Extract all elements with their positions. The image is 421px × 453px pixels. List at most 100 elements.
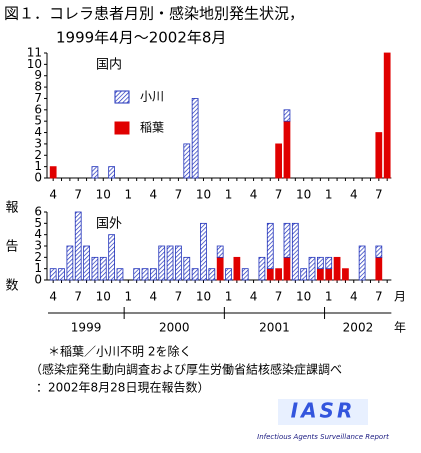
x-tick-label: 1 — [225, 188, 233, 202]
x-tick-label: 7 — [375, 290, 383, 304]
y-tick-label: 2 — [34, 250, 42, 264]
bar-segment — [283, 222, 291, 258]
y-tick-label: 3 — [34, 239, 42, 253]
bar-segment — [216, 256, 224, 281]
bar-segment — [108, 166, 116, 179]
x-tick-label: 7 — [275, 188, 283, 202]
x-tick-label: 10 — [196, 188, 211, 202]
y-tick-label: 4 — [34, 125, 42, 139]
x-tick-label: 4 — [350, 188, 358, 202]
bar-segment — [233, 256, 241, 281]
bar-segment — [383, 52, 391, 179]
bar-segment — [375, 245, 383, 258]
bar-segment — [149, 268, 157, 281]
bar-segment — [141, 268, 149, 281]
y-tick-label: 1 — [34, 261, 42, 275]
y-tick-label: 5 — [34, 216, 42, 230]
x-tick-label: 7 — [175, 188, 183, 202]
bar-segment — [183, 256, 191, 281]
x-tick-label: 4 — [49, 188, 57, 202]
bar-segment — [291, 222, 299, 281]
bar-segment — [375, 256, 383, 281]
bar-segment — [58, 268, 65, 281]
bar-segment — [74, 211, 82, 281]
note: ：2002年8月28日現在報告数） — [36, 380, 209, 395]
panel-title: 国内 — [96, 57, 122, 73]
bar-segment — [316, 268, 324, 281]
bar-segment — [133, 268, 141, 281]
bar-segment — [208, 268, 216, 281]
bar-segment — [116, 268, 124, 281]
bar-segment — [241, 268, 249, 281]
bar-segment — [375, 132, 383, 179]
x-tick-label: 1 — [225, 290, 233, 304]
x-tick-label: 10 — [296, 290, 311, 304]
x-tick-label: 4 — [350, 290, 358, 304]
x-axis-unit: 月 — [394, 290, 406, 304]
bar-segment — [183, 143, 191, 179]
y-tick-label: 4 — [34, 227, 42, 241]
x-tick-label: 10 — [96, 188, 111, 202]
bar-segment — [266, 268, 274, 281]
bar-segment — [49, 166, 57, 179]
bar-segment — [66, 245, 74, 281]
x-tick-label: 4 — [150, 290, 158, 304]
bar-segment — [216, 245, 224, 258]
bar-segment — [166, 245, 174, 281]
x-tick-label: 1 — [125, 188, 133, 202]
y-tick-label: 1 — [34, 159, 42, 173]
bar-segment — [300, 268, 308, 281]
bar-segment — [316, 256, 324, 270]
note: （感染症発生動向調査および厚生労働省結核感染症課調べ — [30, 362, 342, 377]
x-tick-label: 7 — [375, 188, 383, 202]
x-tick-label: 10 — [96, 290, 111, 304]
bar-segment — [283, 120, 291, 179]
y-tick-label: 0 — [34, 171, 42, 185]
x-tick-label: 7 — [275, 290, 283, 304]
x-tick-label: 7 — [74, 188, 82, 202]
bar-segment — [158, 245, 166, 281]
y-tick-label: 8 — [34, 80, 42, 94]
bar-segment — [283, 256, 291, 281]
year-unit: 年 — [394, 321, 406, 335]
bar-segment — [91, 166, 99, 179]
logo-subtitle: Infectious Agents Surveillance Report — [257, 433, 389, 441]
bar-segment — [283, 109, 291, 122]
bar-segment — [200, 222, 207, 281]
legend-swatch — [114, 90, 130, 104]
legend-swatch — [114, 121, 130, 135]
bar-segment — [333, 256, 341, 281]
title-line: 1999年4月～2002年8月 — [56, 29, 226, 47]
x-tick-label: 10 — [196, 290, 211, 304]
y-tick-label: 3 — [34, 136, 42, 150]
title-line: 図１．コレラ患者月別・感染地別発生状況， — [4, 5, 304, 23]
x-tick-label: 4 — [250, 290, 258, 304]
y-tick-label: 11 — [27, 46, 42, 60]
bar-segment — [275, 268, 282, 281]
y-axis-label: 報告数 — [3, 200, 19, 317]
bar-segment — [108, 234, 116, 281]
bar-segment — [358, 245, 366, 281]
note: ＊稲葉／小川不明 2を除く — [48, 344, 191, 359]
year-label: 2000 — [159, 321, 190, 335]
bar-segment — [275, 143, 282, 179]
y-tick-label: 7 — [34, 91, 42, 105]
x-tick-label: 4 — [250, 188, 258, 202]
bar-segment — [258, 256, 266, 281]
bar-segment — [266, 222, 274, 270]
y-tick-label: 6 — [34, 102, 42, 116]
x-tick-label: 1 — [125, 290, 133, 304]
legend-label: 小川 — [140, 90, 164, 104]
y-tick-label: 5 — [34, 114, 42, 128]
y-tick-label: 6 — [34, 205, 42, 219]
logo: IASR — [291, 399, 356, 423]
x-tick-label: 1 — [325, 290, 333, 304]
panel-title: 国外 — [96, 217, 122, 232]
bar-segment — [49, 268, 57, 281]
year-label: 2001 — [259, 321, 290, 335]
y-tick-label: 0 — [34, 273, 42, 287]
bar-segment — [308, 256, 316, 281]
y-tick-label: 2 — [34, 148, 42, 162]
bar-segment — [191, 98, 199, 179]
